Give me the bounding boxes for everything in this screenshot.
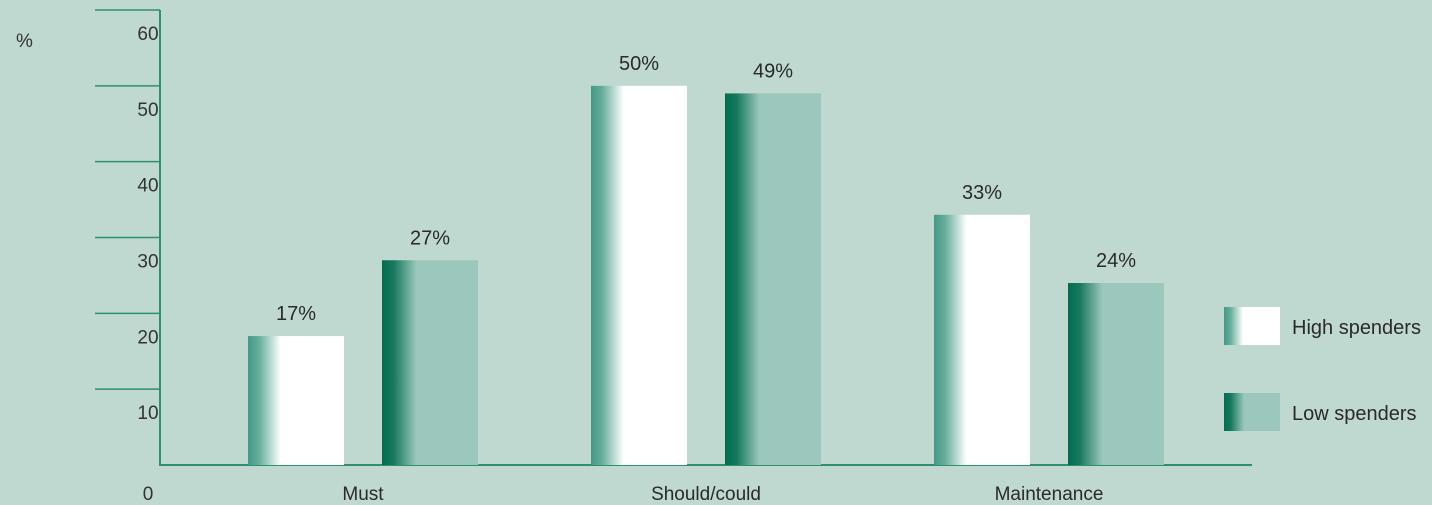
bar-high-spenders-must [248,336,344,465]
bar-value-label: 24% [1096,250,1136,272]
y-tick-label: 20 [137,327,158,348]
legend-label: Low spenders [1292,403,1417,425]
y-axis-unit-label: % [16,31,33,52]
y-tick-label: 60 [137,24,158,45]
category-labels: Must Should/could Maintenance [342,484,1103,505]
bar-high-spenders-maintenance [934,214,1030,465]
y-tick-label: 30 [137,252,158,273]
bar-low-spenders-maintenance [1068,283,1164,465]
bar-low-spenders-must [382,260,478,465]
category-label: Should/could [651,484,761,505]
legend-swatch-low-spenders [1224,393,1280,431]
bars [248,85,1164,466]
bar-value-label: 50% [619,53,659,75]
y-tick-label: 50 [137,100,158,121]
y-tick-labels: 0 10 20 30 40 50 60 [137,24,158,505]
y-tick-label: 10 [137,403,158,424]
bar-high-spenders-should-could [591,85,687,465]
legend-label: High spenders [1292,317,1421,339]
bar-low-spenders-should-could [725,93,821,466]
bar-value-label: 27% [410,227,450,249]
y-tick-label: 40 [137,176,158,197]
legend: High spenders Low spenders [1224,307,1421,431]
bar-value-label: 17% [276,303,316,325]
legend-swatch-high-spenders [1224,307,1280,345]
category-label: Maintenance [995,484,1104,505]
bar-value-label: 33% [962,182,1002,204]
value-labels: 17% 27% 50% 49% 33% 24% [276,53,1136,325]
bar-value-label: 49% [753,60,793,82]
category-label: Must [342,484,384,505]
y-tick-label: 0 [143,484,154,505]
